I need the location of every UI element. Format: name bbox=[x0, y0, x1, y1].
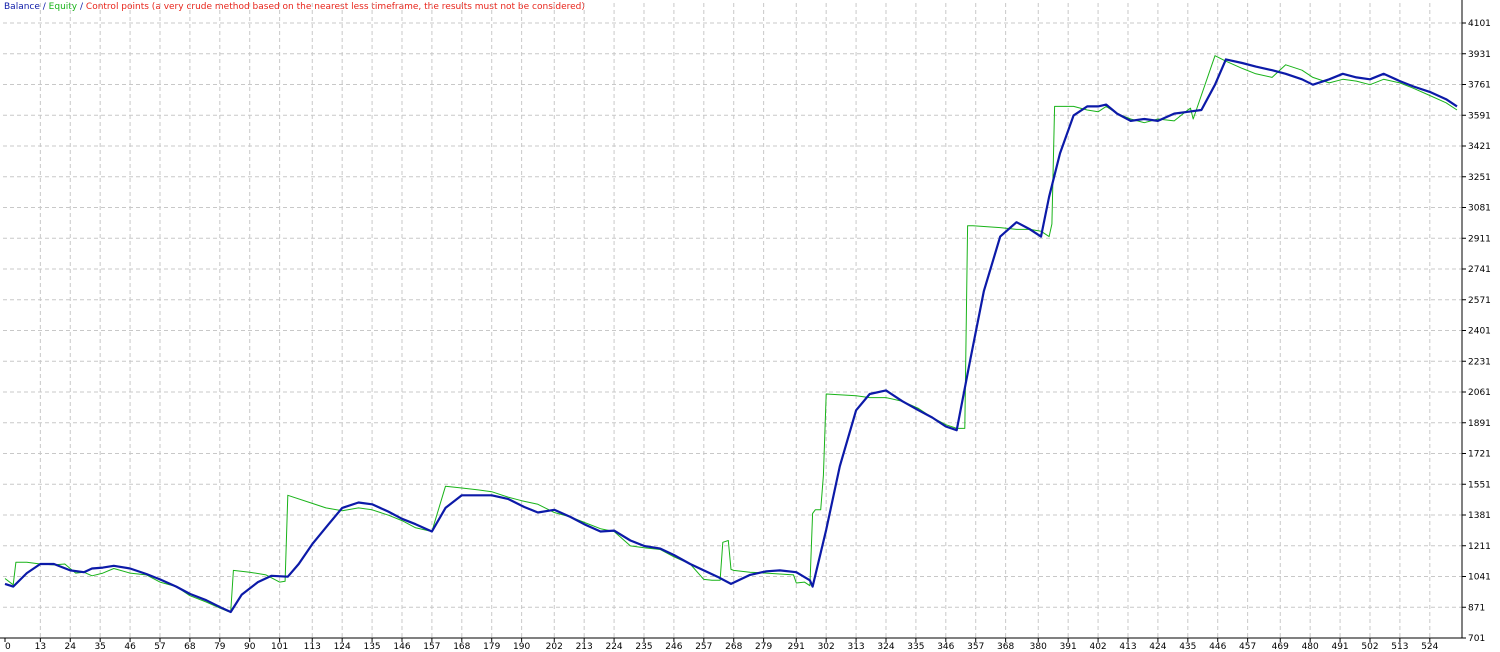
x-tick-label: 124 bbox=[334, 642, 351, 652]
y-tick-label: 1381 bbox=[1468, 511, 1491, 521]
x-tick-label: 90 bbox=[244, 642, 256, 652]
series-line-balance bbox=[4, 58, 1458, 614]
x-tick-label: 213 bbox=[576, 642, 593, 652]
x-tick-label: 190 bbox=[513, 642, 530, 652]
y-tick-label: 3591 bbox=[1468, 111, 1491, 121]
x-tick-label: 202 bbox=[546, 642, 563, 652]
x-tick-label: 346 bbox=[937, 642, 954, 652]
y-tick-label: 3421 bbox=[1468, 142, 1491, 152]
x-tick-label: 79 bbox=[214, 642, 226, 652]
x-tick-label: 480 bbox=[1302, 642, 1319, 652]
y-tick-label: 3251 bbox=[1468, 173, 1491, 183]
x-tick-label: 268 bbox=[725, 642, 742, 652]
x-tick-label: 357 bbox=[967, 642, 984, 652]
x-tick-label: 302 bbox=[818, 642, 835, 652]
legend-control-points: Control points (a very crude method base… bbox=[85, 2, 585, 12]
chart-legend: Balance / Equity / Control points (a ver… bbox=[4, 1, 585, 13]
x-tick-label: 224 bbox=[605, 642, 622, 652]
y-tick-label: 871 bbox=[1468, 603, 1485, 613]
x-tick-label: 491 bbox=[1331, 642, 1348, 652]
legend-separator: / bbox=[77, 2, 86, 12]
x-tick-label: 46 bbox=[124, 642, 136, 652]
x-tick-label: 402 bbox=[1089, 642, 1106, 652]
x-tick-label: 324 bbox=[877, 642, 894, 652]
y-tick-label: 3931 bbox=[1468, 50, 1491, 60]
y-tick-label: 701 bbox=[1468, 634, 1485, 644]
x-tick-label: 313 bbox=[847, 642, 864, 652]
x-tick-label: 446 bbox=[1209, 642, 1226, 652]
x-tick-label: 157 bbox=[423, 642, 440, 652]
x-tick-label: 179 bbox=[483, 642, 500, 652]
y-tick-label: 1721 bbox=[1468, 450, 1491, 460]
x-tick-label: 279 bbox=[755, 642, 772, 652]
y-tick-label: 3761 bbox=[1468, 81, 1491, 91]
x-tick-label: 13 bbox=[35, 642, 46, 652]
x-tick-label: 435 bbox=[1179, 642, 1196, 652]
x-tick-label: 502 bbox=[1361, 642, 1378, 652]
x-tick-label: 0 bbox=[5, 642, 11, 652]
y-tick-label: 2911 bbox=[1468, 234, 1491, 244]
x-tick-label: 24 bbox=[65, 642, 77, 652]
y-tick-label: 2741 bbox=[1468, 265, 1491, 275]
y-tick-label: 1891 bbox=[1468, 419, 1491, 429]
x-tick-label: 101 bbox=[271, 642, 288, 652]
y-tick-label: 2061 bbox=[1468, 388, 1491, 398]
x-tick-label: 146 bbox=[393, 642, 410, 652]
x-tick-label: 524 bbox=[1421, 642, 1438, 652]
y-tick-label: 2231 bbox=[1468, 357, 1491, 367]
x-tick-label: 135 bbox=[363, 642, 380, 652]
series-line-equity bbox=[4, 55, 1458, 613]
x-tick-label: 413 bbox=[1119, 642, 1136, 652]
legend-balance: Balance bbox=[4, 2, 40, 12]
y-tick-label: 4101 bbox=[1468, 19, 1491, 29]
x-tick-label: 469 bbox=[1272, 642, 1289, 652]
x-tick-label: 457 bbox=[1239, 642, 1256, 652]
x-tick-label: 380 bbox=[1030, 642, 1047, 652]
x-tick-label: 113 bbox=[304, 642, 321, 652]
y-tick-label: 3081 bbox=[1468, 204, 1491, 214]
y-tick-label: 1551 bbox=[1468, 480, 1491, 490]
y-tick-label: 1211 bbox=[1468, 542, 1491, 552]
legend-equity: Equity bbox=[48, 2, 78, 12]
y-tick-label: 2401 bbox=[1468, 327, 1491, 337]
y-tick-label: 1041 bbox=[1468, 573, 1491, 583]
x-tick-label: 513 bbox=[1391, 642, 1408, 652]
x-tick-label: 168 bbox=[453, 642, 470, 652]
x-tick-label: 235 bbox=[635, 642, 652, 652]
x-tick-label: 35 bbox=[94, 642, 105, 652]
x-tick-label: 424 bbox=[1149, 642, 1166, 652]
x-tick-label: 291 bbox=[788, 642, 805, 652]
legend-separator: / bbox=[39, 2, 49, 12]
x-tick-label: 391 bbox=[1060, 642, 1077, 652]
x-tick-label: 68 bbox=[184, 642, 196, 652]
x-tick-label: 368 bbox=[997, 642, 1014, 652]
y-tick-label: 2571 bbox=[1468, 296, 1491, 306]
x-tick-label: 246 bbox=[665, 642, 682, 652]
x-tick-label: 257 bbox=[695, 642, 712, 652]
x-tick-label: 335 bbox=[907, 642, 924, 652]
x-tick-label: 57 bbox=[154, 642, 165, 652]
